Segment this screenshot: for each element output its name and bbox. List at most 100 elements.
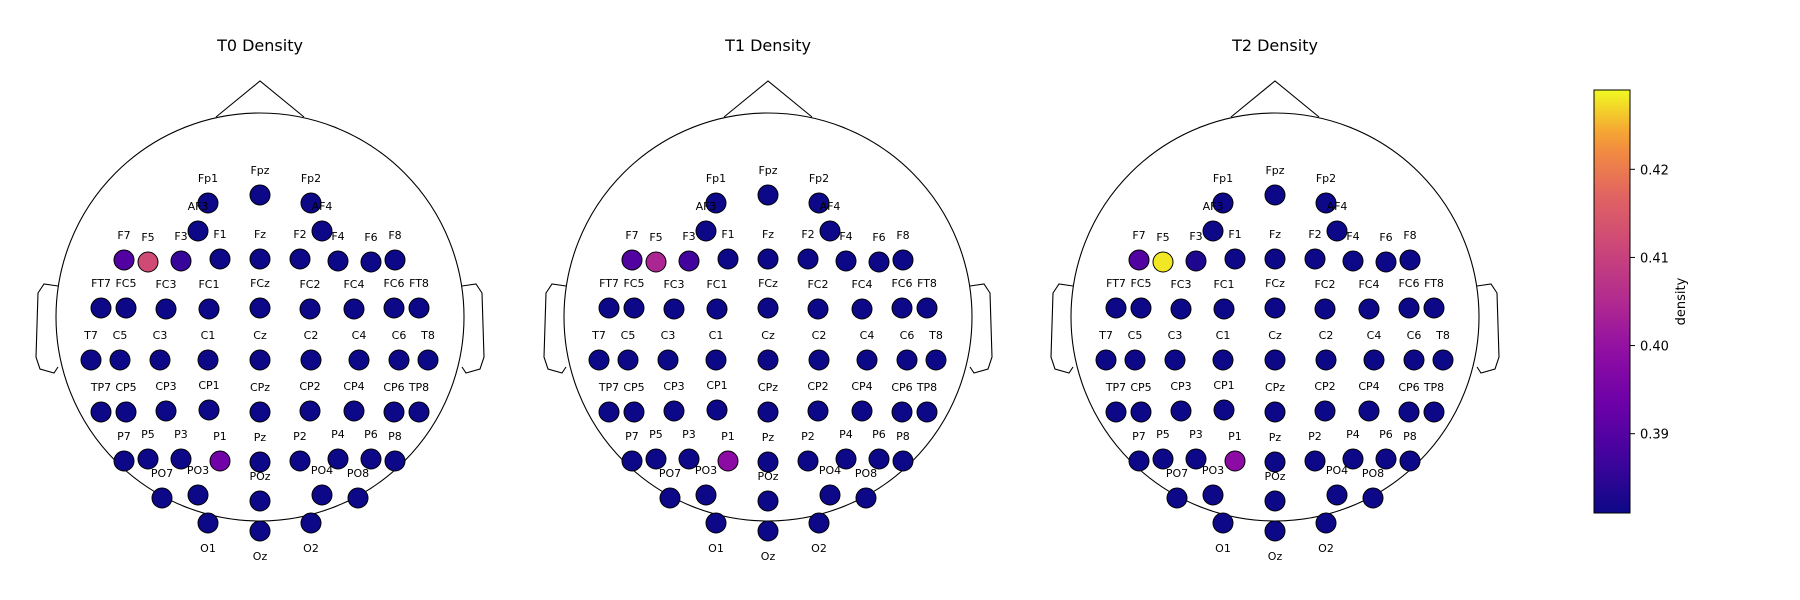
electrode-label-CP1: CP1	[1213, 379, 1234, 392]
electrode-label-C5: C5	[621, 329, 636, 342]
electrode-O1	[1212, 512, 1234, 534]
electrode-PO3	[187, 484, 209, 506]
electrode-label-P1: P1	[1228, 430, 1242, 443]
electrode-Fp1	[1212, 192, 1234, 214]
electrode-label-FC4: FC4	[343, 278, 364, 291]
headmap-panel-2: T2 Density Fp1 Fpz Fp2 AF3 AF4 F7 F5 F3 F1 Fz F2 F4 F…	[1050, 36, 1500, 563]
electrode-label-C2: C2	[1319, 329, 1334, 342]
electrode-FT8	[408, 297, 430, 319]
electrode-label-Oz: Oz	[253, 550, 268, 563]
electrode-label-F2: F2	[293, 228, 306, 241]
electrode-label-P3: P3	[1189, 428, 1203, 441]
electrode-O1	[197, 512, 219, 534]
electrode-label-CP2: CP2	[1314, 380, 1335, 393]
electrode-O2	[808, 512, 830, 534]
electrode-CPz	[249, 401, 271, 423]
electrode-label-C6: C6	[392, 329, 407, 342]
electrode-label-O2: O2	[811, 542, 827, 555]
electrode-Fz	[757, 248, 779, 270]
electrode-CP6	[383, 401, 405, 423]
electrode-CP5	[1130, 401, 1152, 423]
electrode-F8	[384, 249, 406, 271]
electrode-label-Fp1: Fp1	[1213, 172, 1233, 185]
electrode-CP2	[1314, 400, 1336, 422]
electrode-label-P2: P2	[801, 430, 815, 443]
electrode-C5	[109, 349, 131, 371]
electrode-label-AF3: AF3	[1203, 200, 1224, 213]
electrode-label-FC6: FC6	[383, 277, 404, 290]
electrode-label-C2: C2	[304, 329, 319, 342]
electrode-label-T8: T8	[928, 329, 943, 342]
electrode-label-T7: T7	[591, 329, 606, 342]
electrode-label-C4: C4	[352, 329, 367, 342]
nose-outline	[1230, 80, 1320, 118]
electrode-label-PO8: PO8	[855, 467, 877, 480]
electrode-label-P6: P6	[364, 428, 378, 441]
electrode-FCz	[757, 297, 779, 319]
electrode-label-P8: P8	[1403, 430, 1417, 443]
electrode-C4	[348, 349, 370, 371]
electrode-T8	[925, 349, 947, 371]
electrode-F7	[621, 249, 643, 271]
electrode-label-F4: F4	[331, 230, 344, 243]
electrode-PO7	[151, 487, 173, 509]
electrode-label-POz: POz	[1264, 470, 1285, 483]
electrode-CP6	[891, 401, 913, 423]
electrode-label-C6: C6	[1407, 329, 1422, 342]
electrode-label-PO4: PO4	[311, 464, 333, 477]
electrode-T8	[1432, 349, 1454, 371]
electrode-label-C1: C1	[709, 329, 724, 342]
electrode-FC4	[851, 298, 873, 320]
electrode-label-CP3: CP3	[1170, 380, 1191, 393]
electrode-label-FC3: FC3	[1170, 278, 1191, 291]
electrode-F6	[1375, 251, 1397, 273]
electrode-FC6	[1398, 297, 1420, 319]
electrode-Oz	[1264, 520, 1286, 542]
electrode-CP4	[1358, 400, 1380, 422]
electrode-label-O1: O1	[200, 542, 216, 555]
electrode-label-Fp1: Fp1	[198, 172, 218, 185]
electrode-FC5	[623, 297, 645, 319]
electrode-F3	[678, 250, 700, 272]
electrode-FC4	[343, 298, 365, 320]
electrode-P6	[868, 448, 890, 470]
electrode-Fp2	[808, 192, 830, 214]
electrode-label-TP8: TP8	[916, 381, 937, 394]
electrode-label-CP4: CP4	[1358, 380, 1379, 393]
electrode-label-FC4: FC4	[851, 278, 872, 291]
electrode-label-C5: C5	[1128, 329, 1143, 342]
electrode-label-FT8: FT8	[1424, 277, 1444, 290]
electrode-label-CP1: CP1	[198, 379, 219, 392]
electrode-label-FC3: FC3	[663, 278, 684, 291]
electrode-label-CPz: CPz	[250, 381, 270, 394]
electrode-C4	[856, 349, 878, 371]
electrode-FT7	[598, 297, 620, 319]
electrode-label-O2: O2	[303, 542, 319, 555]
electrode-label-O1: O1	[708, 542, 724, 555]
colorbar-tick-label: 0.41	[1640, 251, 1669, 266]
electrode-FT7	[90, 297, 112, 319]
electrode-F8	[892, 249, 914, 271]
electrode-P3	[1185, 448, 1207, 470]
electrode-PO4	[311, 484, 333, 506]
electrode-label-TP7: TP7	[90, 381, 111, 394]
electrode-P6	[360, 448, 382, 470]
electrode-label-P5: P5	[141, 428, 155, 441]
electrode-label-F6: F6	[1379, 231, 1392, 244]
electrode-label-F1: F1	[213, 228, 226, 241]
electrode-CP3	[155, 400, 177, 422]
electrode-O2	[1315, 512, 1337, 534]
electrode-label-F3: F3	[174, 230, 187, 243]
electrode-label-F5: F5	[649, 231, 662, 244]
electrode-CPz	[757, 401, 779, 423]
electrode-label-F2: F2	[1308, 228, 1321, 241]
electrode-label-P6: P6	[872, 428, 886, 441]
electrode-label-FCz: FCz	[250, 277, 270, 290]
electrode-label-F3: F3	[682, 230, 695, 243]
electrode-TP8	[1423, 401, 1445, 423]
electrode-AF3	[695, 220, 717, 242]
headmap-panel-1: T1 Density Fp1 Fpz Fp2 AF3 AF4 F7 F5 F3 F1 Fz F2 F4 F…	[543, 36, 993, 563]
electrode-PO8	[347, 487, 369, 509]
electrode-label-CP1: CP1	[706, 379, 727, 392]
electrode-FT8	[916, 297, 938, 319]
